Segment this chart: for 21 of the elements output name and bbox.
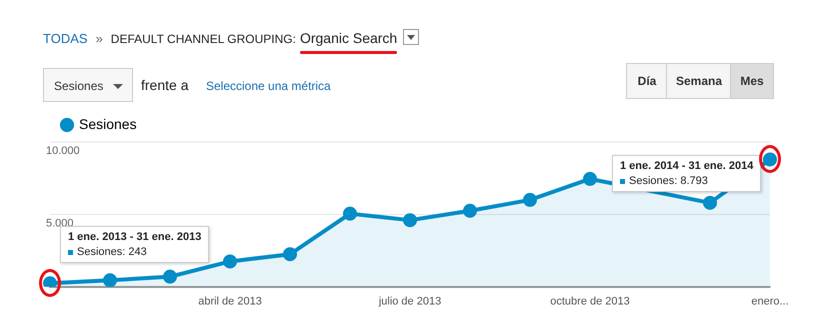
y-tick-label: 10.000: [46, 145, 80, 158]
text: TODAS: [43, 31, 88, 46]
text: »: [96, 31, 103, 46]
x-tick-label: julio de 2013: [378, 295, 442, 308]
x-tick-label: octubre de 2013: [550, 295, 630, 308]
annotation: Sesiones: 8.793: [629, 175, 708, 188]
annotation: 1 ene. 2014 - 31 ene. 2014: [620, 160, 754, 172]
text: Organic Search: [300, 30, 398, 46]
legend-label: Sesiones: [79, 116, 137, 132]
text: Mes: [730, 63, 774, 99]
y-tick-label: 5.000: [46, 217, 74, 230]
x-tick-label: enero...: [751, 295, 789, 308]
text: DEFAULT CHANNEL GROUPING:: [110, 32, 296, 46]
text: Día: [626, 63, 668, 99]
x-tick-label: abril de 2013: [198, 295, 262, 308]
text: Sesiones: [54, 79, 104, 93]
text: Semana: [666, 63, 732, 99]
annotation: Sesiones: 243: [77, 246, 147, 258]
annotation: 1 ene. 2013 - 31 ene. 2013: [68, 231, 202, 244]
text: Seleccione una métrica: [206, 79, 331, 93]
text: frente a: [141, 77, 188, 93]
